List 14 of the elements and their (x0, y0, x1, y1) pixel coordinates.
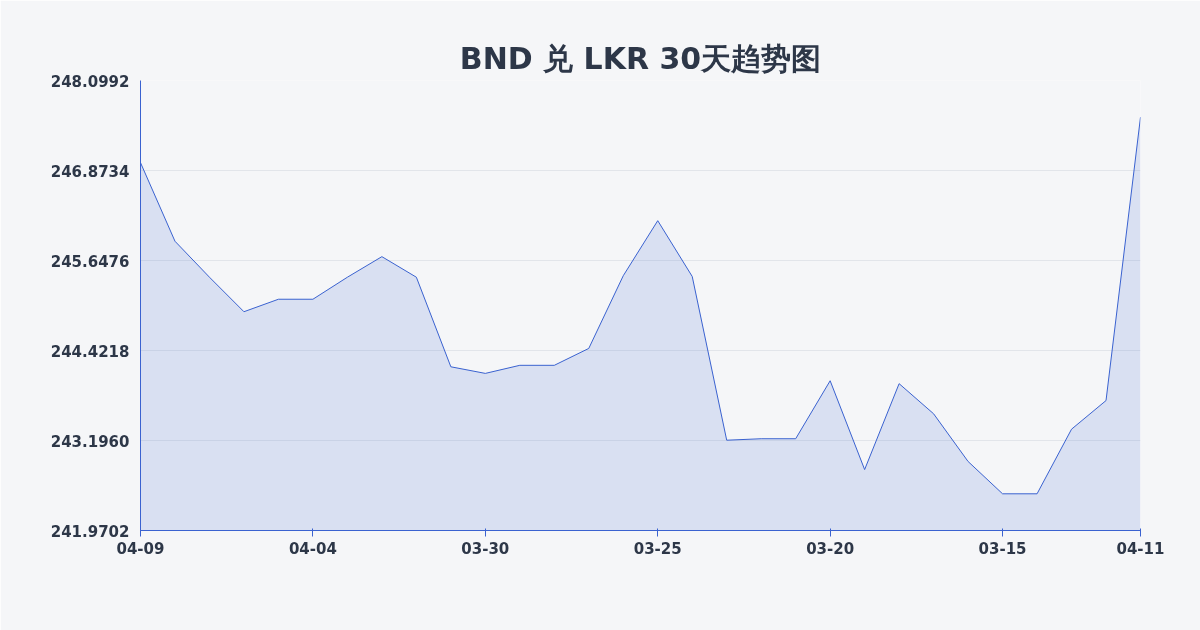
y-tick-label: 244.4218 (50, 342, 130, 361)
y-tick-label: 246.8734 (50, 162, 130, 181)
x-tick-label: 03-15 (978, 539, 1027, 558)
y-tick-label: 245.6476 (50, 252, 130, 271)
y-tick-label: 248.0992 (50, 72, 130, 91)
chart-title: BND 兑 LKR 30天趋势图 (459, 40, 822, 76)
x-tick-label: 03-25 (633, 539, 682, 558)
y-tick-label: 241.9702 (50, 522, 130, 541)
x-tick-label: 03-20 (806, 539, 855, 558)
y-tick-label: 243.1960 (50, 432, 130, 451)
x-tick-label: 04-04 (288, 539, 337, 558)
x-tick-label: 03-30 (461, 539, 510, 558)
x-tick-label: 04-09 (116, 539, 165, 558)
x-tick-label: 04-11 (1116, 539, 1165, 558)
